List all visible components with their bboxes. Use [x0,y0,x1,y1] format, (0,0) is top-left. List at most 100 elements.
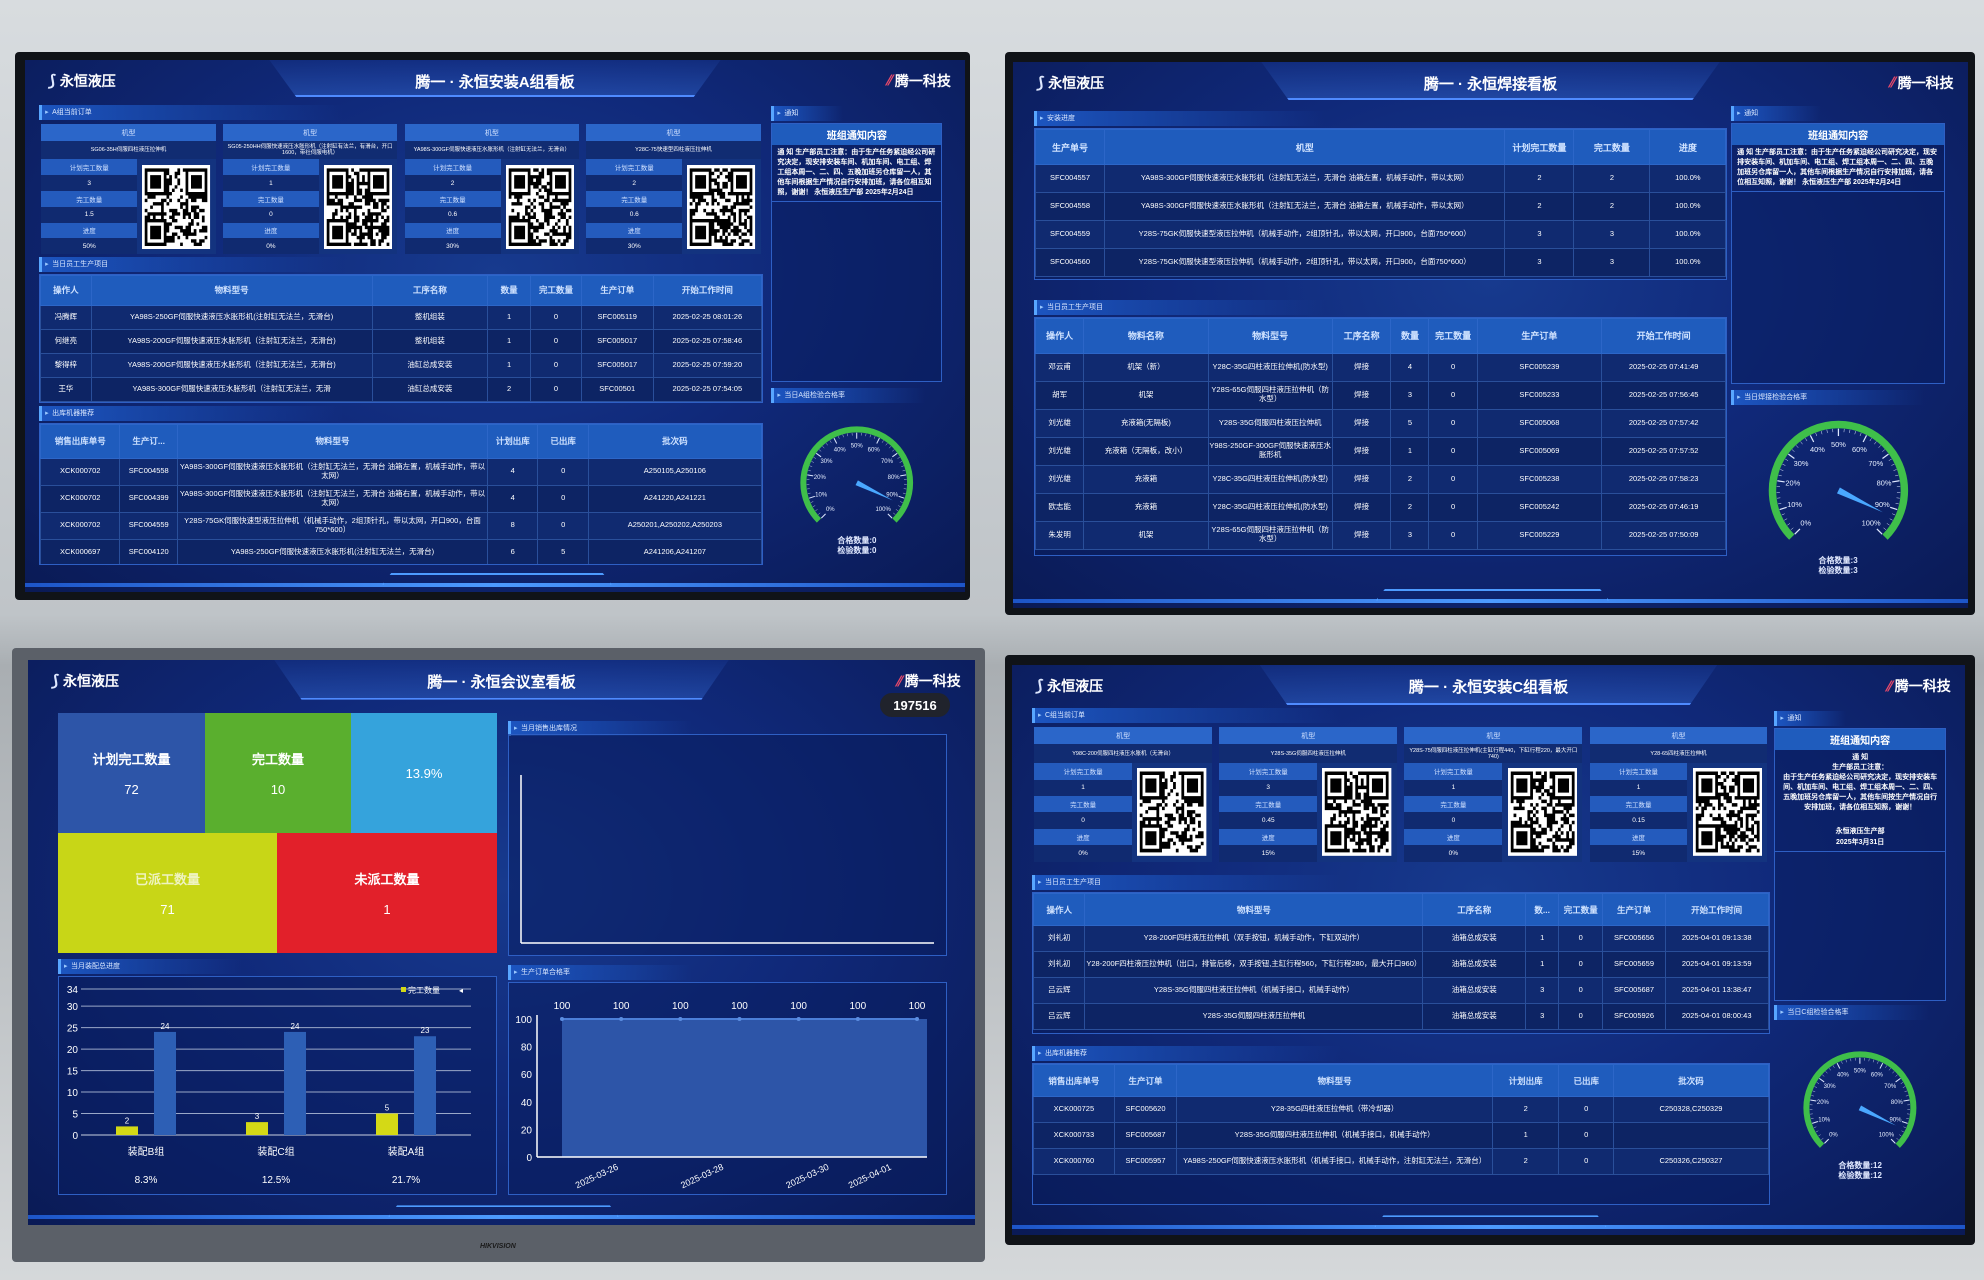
card-body: 计划完工数量 3 完工数量 0.45 进度 15% [1219,763,1397,862]
table-cell: 油箱总成安装 [1422,1003,1527,1031]
table-cell: 2 [1573,164,1651,194]
table-cell: 2 [486,376,532,402]
kpi-tile: 13.9% [351,713,497,833]
qr-modules [508,167,572,246]
gauge-tick [885,442,888,446]
table-cell: 机架 [1083,380,1209,410]
table-cell: 充液箱(无隔板) [1083,408,1209,438]
logo-mark-icon: ⟆ [48,72,56,90]
table-cell: 0 [537,457,589,486]
table-cell: SFC005119 [580,304,654,330]
table-row: XCK000702 SFC004558 YA98S-300GF伺服快速液压水胀形机（… [40,457,762,486]
table-cell: 3 [1525,1003,1560,1031]
area-fill [562,1019,927,1157]
bar-value-label: 24 [291,1022,300,1031]
data-table: 销售出库单号 生产订... 物料型号 计划出库 已出库 批次码 XCK000702 SFC00… [40,423,762,565]
table-cell: SFC005656 [1602,925,1666,953]
progress-label: 进度 [1589,828,1688,846]
gauge-tick [1881,448,1885,452]
gauge-tick [1895,1074,1898,1077]
gauge-tick [1893,468,1897,471]
section-title: 当月销售出库情况 [508,721,693,736]
column-header: 计划完工数量 [1504,129,1575,166]
table-cell: SFC004558 [1035,192,1106,222]
legend-page-arrow-icon[interactable]: ◂ [459,986,463,995]
column-header: 完工数量 [1428,317,1478,354]
card-stats: 计划完工数量 1 完工数量 0 进度 0% [1404,763,1503,862]
gauge-tick [810,501,814,503]
gauge-arc [800,426,914,523]
data-point [619,1017,624,1021]
gauge-tick [1809,434,1814,442]
install-progress-panel: 安装进度生产单号机型计划完工数量完工数量进度SFC004557YA98S-300… [1034,111,1728,281]
inspected-count: 检验数量:12 [1838,1170,1882,1180]
progress-value: 30% [404,238,501,255]
gauge-tick [1904,1090,1908,1092]
table-cell: XCK000702 [40,457,121,486]
table-row: SFC004560 Y28S-75GK伺服快速型液压拉伸机（机械手动作，2组顶针孔… [1035,248,1727,278]
table-cell: 3 [1573,220,1651,250]
planned-qty-value: 1 [1404,779,1503,796]
gauge-tick [1786,522,1790,526]
x-category-label: 装配A组 [388,1145,425,1158]
gauge-tick-label: 30% [1824,1084,1837,1090]
gauge-tick [1821,1137,1824,1140]
qr-modules [1510,771,1575,853]
table-cell: 油箱总成安装 [1422,925,1527,953]
x-tick-label: 2025-03-26 [574,1162,620,1191]
bar-plan [154,1031,176,1135]
table-cell: SFC005229 [1476,520,1603,550]
logo-mark-icon: ⟆ [51,673,59,691]
done-qty-label: 完工数量 [1034,796,1132,813]
table-header-row: 销售出库单号 生产订... 物料型号 计划出库 已出库 批次码 [40,423,762,459]
table-cell: YA98S-250GF伺服快速液压水胀形机(注射缸无法兰，无滑台) [90,304,373,330]
qr-code-box [137,159,216,254]
gauge-tick [807,474,814,477]
data-point [855,1017,860,1021]
planned-qty-label: 计划完工数量 [1589,763,1688,780]
qr-code-box [1687,763,1767,861]
logo-text: 永恒液压 [59,72,116,89]
gauge-tick-label: 0% [1800,518,1811,527]
gauge-tick-label: 70% [881,459,894,465]
column-header: 进度 [1649,129,1727,166]
gauge-tick [1820,430,1823,434]
table-cell: 整机组装 [371,304,488,330]
done-qty-value: 0 [1034,812,1132,829]
qualified-count: 合格数量:0 [837,536,877,545]
planned-qty-label: 计划完工数量 [1219,763,1318,780]
gauge-tick-label: 90% [1890,1117,1903,1123]
inspected-count: 检验数量:3 [1818,565,1858,575]
header-decoration [1259,665,1718,705]
gauge-tick [1873,441,1877,444]
notice-line: 通 知 [1852,753,1869,761]
table-cell: 2 [1504,164,1575,194]
column-header: 完工数量 [1558,892,1604,927]
card-stats: 计划完工数量 1 完工数量 0 进度 0% [222,159,319,255]
table-cell: SFC00501 [580,376,654,402]
table-cell: 0 [1428,352,1478,382]
table-cell: A250201,A250202,A250203 [587,511,762,540]
data-point [678,1017,683,1021]
pass-rate-panel: 当日C组检验合格率 0% 10% 20% 30%40% 50% 60%70% 80% 90% 10… [1774,1004,1946,1199]
data-table: 销售出库单号 生产订单 物料型号 计划出库 已出库 批次码 XCK000725 SFC0056… [1033,1063,1769,1176]
gauge-tick [1812,1120,1819,1124]
column-header: 操作人 [1032,892,1086,927]
table-cell: 胡军 [1035,380,1085,410]
table-cell: 油缸总成安装 [371,352,488,378]
qr-modules [1695,771,1760,853]
done-qty-value: 0 [1404,812,1503,829]
vendor-text: 腾一科技 [894,72,951,89]
welding-dashboard: ⟆永恒液压 腾一 · 永恒焊接看板 ⫽腾一科技安装进度生产单号机型计划完工数量完工数… [1013,62,1968,608]
header: ⟆ 永恒液压 腾一 · 永恒安装A组看板 ⫽ 腾一科技 [25,60,965,108]
gauge-tick-label: 80% [888,475,901,481]
gauge-tick [1895,1077,1902,1083]
pass-rate-panel: 当日焊接检验合格率 0% 10% 20% 30%40% 50% 60%70% 80% 90% 10… [1731,389,1945,576]
y-tick-label: 100 [515,1015,532,1026]
model-label: 机型 [586,124,761,142]
table-row: 刘光雄 充液箱 Y28C-35G四柱液压拉伸机(防水型) 焊接 2 0 SFC005238 2… [1035,464,1727,494]
table-header-row: 操作人 物料型号 工序名称 数... 完工数量 生产订单 开始工作时间 [1032,892,1769,927]
table-row: SFC004557 YA98S-300GF伺服快速液压水胀形机（注射缸无法兰，无滑… [1035,164,1727,194]
table-cell: 1 [1525,925,1560,953]
gauge-tick [1778,474,1782,476]
